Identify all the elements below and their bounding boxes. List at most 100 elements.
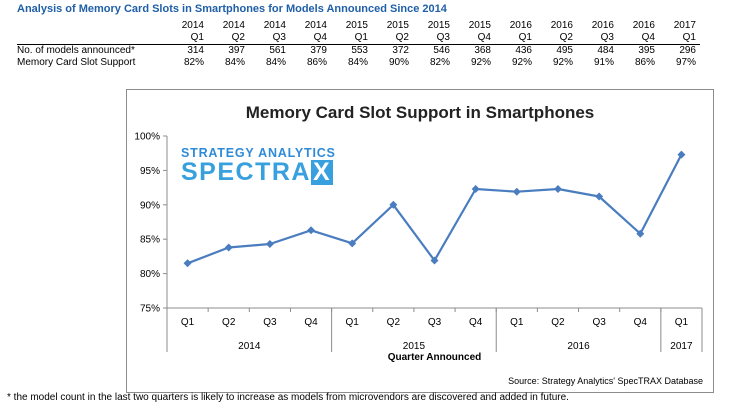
quarter-cell: Q4: [290, 32, 331, 45]
year-cell: 2014: [181, 20, 204, 31]
logo-line-2: SPECTRAX: [181, 160, 336, 185]
models-cell: 379: [310, 45, 327, 56]
quarter-row-label: [17, 32, 167, 45]
support-cell: 92%: [511, 57, 532, 68]
data-point: [224, 243, 233, 252]
quarter-cell: Q1: [167, 32, 208, 45]
x-group-label: 2016: [567, 341, 590, 352]
data-table: 2014 2014 2014 2014 2015 2015 2015 2015 …: [17, 20, 700, 69]
strategy-analytics-logo: STRATEGY ANALYTICS SPECTRAX: [181, 147, 336, 185]
models-cell: 495: [556, 45, 573, 56]
x-tick-label: Q1: [510, 317, 524, 328]
support-cell: 90%: [388, 57, 409, 68]
support-cell: 97%: [675, 57, 696, 68]
year-cell: 2016: [591, 20, 614, 31]
support-cell: 91%: [593, 57, 614, 68]
year-cell: 2014: [304, 20, 327, 31]
x-tick-label: Q4: [634, 317, 648, 328]
line-chart-svg: 75% 80% 85% 90% 95% 100% Q1 Q2 Q3 Q4 Q1 Q2 Q3 Q4 Q1 Q2 Q…: [134, 132, 703, 363]
models-cell: 484: [597, 45, 614, 56]
support-cell: 92%: [552, 57, 573, 68]
year-cell: 2016: [550, 20, 573, 31]
data-point: [636, 229, 645, 238]
x-tick-label: Q4: [304, 317, 318, 328]
x-tick-label: Q3: [263, 317, 277, 328]
y-tick-label: 85%: [140, 235, 160, 246]
support-row: Memory Card Slot Support 82% 84% 84% 86%…: [17, 57, 700, 69]
year-cell: 2017: [673, 20, 696, 31]
x-tick-label: Q2: [551, 317, 565, 328]
y-tick-label: 80%: [140, 269, 160, 280]
quarter-cell: Q1: [331, 32, 372, 45]
models-cell: 296: [679, 45, 696, 56]
year-cell: 2015: [427, 20, 450, 31]
page-title: Analysis of Memory Card Slots in Smartph…: [17, 3, 447, 15]
data-point: [677, 150, 686, 159]
x-tick-label: Q3: [592, 317, 606, 328]
year-cell: 2016: [632, 20, 655, 31]
models-cell: 436: [515, 45, 532, 56]
quarter-cell: Q3: [413, 32, 454, 45]
support-cell: 86%: [634, 57, 655, 68]
data-point: [553, 184, 562, 193]
data-point: [183, 259, 192, 268]
year-cell: 2015: [345, 20, 368, 31]
x-tick-label: Q3: [428, 317, 442, 328]
x-tick-label: Q2: [222, 317, 236, 328]
footnote: * the model count in the last two quarte…: [7, 392, 569, 403]
models-cell: 314: [187, 45, 204, 56]
chart-title: Memory Card Slot Support in Smartphones: [245, 103, 595, 122]
x-tick-label: Q4: [469, 317, 483, 328]
x-axis-title: Quarter Announced: [388, 352, 482, 363]
models-cell: 546: [433, 45, 450, 56]
quarter-cell: Q3: [249, 32, 290, 45]
year-cell: 2016: [509, 20, 532, 31]
quarter-cell: Q4: [454, 32, 495, 45]
models-cell: 372: [392, 45, 409, 56]
logo-spectra-text: SPECTRA: [181, 158, 311, 186]
models-row: No. of models announced* 314 397 561 379…: [17, 45, 700, 58]
models-cell: 553: [351, 45, 368, 56]
data-point: [430, 256, 439, 265]
data-point: [389, 200, 398, 209]
models-row-label: No. of models announced*: [17, 45, 135, 56]
support-cell: 92%: [470, 57, 491, 68]
data-point: [265, 240, 274, 249]
quarter-cell: Q3: [577, 32, 618, 45]
data-point: [512, 187, 521, 196]
x-group-label: 2017: [670, 341, 693, 352]
support-cell: 82%: [429, 57, 450, 68]
x-tick-label: Q1: [346, 317, 360, 328]
series-line: [187, 154, 683, 265]
quarter-cell: Q2: [208, 32, 249, 45]
x-tick-label: Q2: [387, 317, 401, 328]
quarter-cell: Q2: [372, 32, 413, 45]
quarter-row: Q1 Q2 Q3 Q4 Q1 Q2 Q3 Q4 Q1 Q2 Q3 Q4 Q1: [17, 32, 700, 45]
support-cell: 82%: [183, 57, 204, 68]
quarter-cell: Q1: [495, 32, 536, 45]
models-cell: 395: [638, 45, 655, 56]
chart-source: Source: Strategy Analytics' SpecTRAX Dat…: [508, 376, 703, 386]
year-row-label: [17, 20, 167, 32]
x-tick-label: Q1: [181, 317, 195, 328]
models-cell: 397: [228, 45, 245, 56]
y-tick-label: 95%: [140, 166, 160, 177]
year-cell: 2015: [468, 20, 491, 31]
year-row: 2014 2014 2014 2014 2015 2015 2015 2015 …: [17, 20, 700, 32]
support-row-label: Memory Card Slot Support: [17, 57, 136, 68]
data-point: [307, 226, 316, 235]
x-tick-label: Q1: [675, 317, 689, 328]
y-tick-label: 100%: [134, 132, 160, 143]
logo-line-1: STRATEGY ANALYTICS: [181, 146, 336, 160]
y-tick-label: 90%: [140, 200, 160, 211]
year-cell: 2015: [386, 20, 409, 31]
year-cell: 2014: [263, 20, 286, 31]
support-cell: 84%: [347, 57, 368, 68]
data-point: [595, 192, 604, 201]
data-point: [348, 239, 357, 248]
y-tick-label: 75%: [140, 304, 160, 315]
x-group-label: 2015: [403, 341, 426, 352]
models-cell: 561: [269, 45, 286, 56]
quarter-cell: Q1: [659, 32, 700, 45]
support-cell: 84%: [265, 57, 286, 68]
